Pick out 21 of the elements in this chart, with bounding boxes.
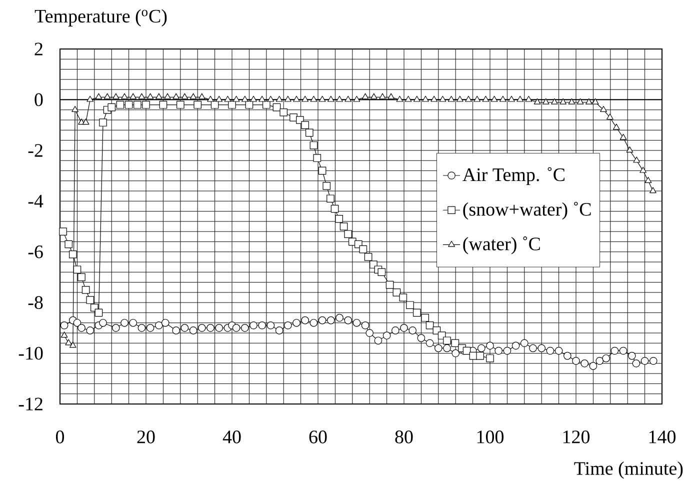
- legend-label: (water) ˚C: [463, 236, 540, 254]
- x-axis-title: Time (minute): [574, 462, 683, 479]
- legend-label: (snow+water) ˚C: [463, 202, 591, 220]
- y-tick-label: -8: [28, 296, 43, 309]
- y-tick-label: 0: [34, 93, 43, 106]
- legend-label: Air Temp. ˚C: [462, 167, 564, 186]
- x-tick-label: 20: [137, 430, 155, 444]
- y-tick-label: -10: [18, 346, 43, 360]
- y-tick-label: -4: [28, 194, 44, 208]
- y-tick-label: 2: [34, 42, 42, 56]
- x-tick-label: 120: [563, 430, 590, 444]
- x-tick-label: 140: [649, 430, 676, 444]
- y-axis-title: Temperature ($^{o}$C): [34, 9, 167, 26]
- x-tick-label: 0: [56, 430, 64, 444]
- y-tick-label: -2: [28, 144, 42, 157]
- y-tick-label: -6: [28, 245, 43, 258]
- x-tick-label: 100: [477, 430, 504, 444]
- x-tick-label: 60: [309, 430, 327, 444]
- y-tick-label: -12: [18, 398, 42, 410]
- x-tick-label: 80: [395, 430, 413, 444]
- x-tick-label: 40: [222, 430, 241, 444]
